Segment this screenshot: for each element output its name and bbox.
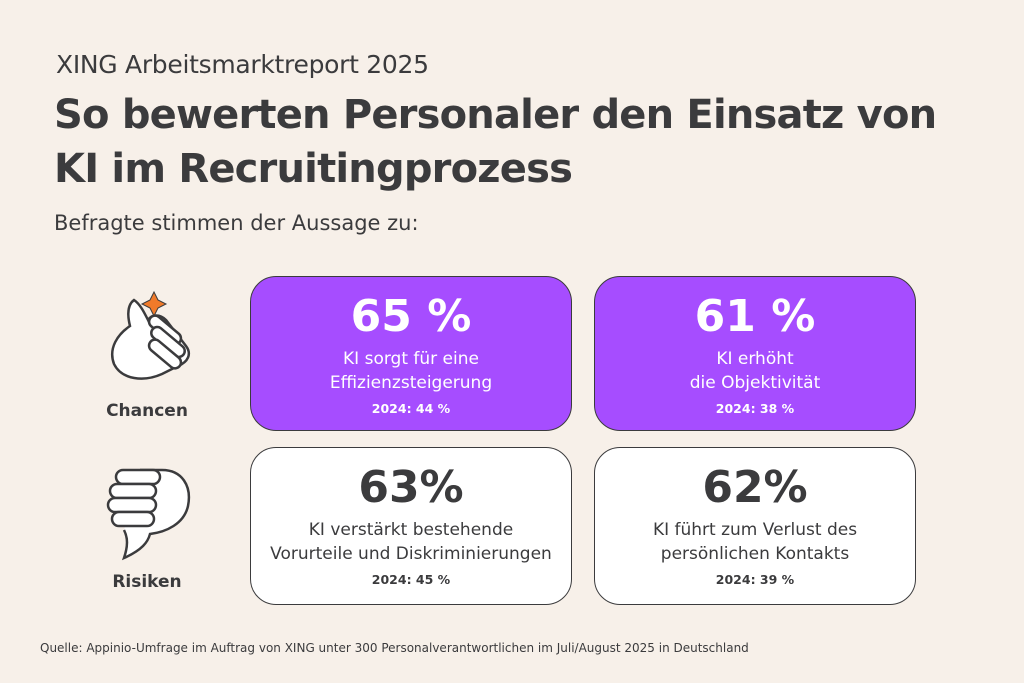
stat-card-bias: 63% KI verstärkt bestehende Vorurteile un…: [250, 447, 572, 605]
stat-percent: 65 %: [350, 291, 472, 342]
stat-percent: 61 %: [694, 291, 816, 342]
stat-card-personal-contact: 62% KI führt zum Verlust des persönlichen…: [594, 447, 916, 605]
stat-text: KI erhöht: [716, 349, 794, 369]
stat-text: KI sorgt für eine: [343, 349, 479, 369]
stat-text: Vorurteile und Diskriminierungen: [270, 544, 552, 564]
thumbs-down-icon: [106, 468, 191, 561]
row-label-risiken: Risiken: [112, 572, 182, 592]
stat-text: KI führt zum Verlust des: [652, 520, 858, 540]
headline-line-2: KI im Recruitingprozess: [54, 146, 573, 192]
stat-percent: 63%: [358, 462, 464, 513]
report-title: XING Arbeitsmarktreport 2025: [56, 50, 429, 79]
stat-percent: 62%: [702, 462, 808, 513]
stat-card-objectivity: 61 % KI erhöht die Objektivität 2024: 38 …: [594, 276, 916, 431]
source-note: Quelle: Appinio-Umfrage im Auftrag von X…: [40, 641, 749, 655]
stat-card-efficiency: 65 % KI sorgt für eine Effizienzsteigerun…: [250, 276, 572, 431]
row-label-chancen: Chancen: [106, 401, 188, 421]
stat-text: die Objektivität: [689, 373, 821, 393]
stat-text: Effizienzsteigerung: [329, 373, 493, 393]
stat-text: persönlichen Kontakts: [660, 544, 850, 564]
headline-line-1: So bewerten Personaler den Einsatz von: [54, 92, 937, 138]
stat-previous-year: 2024: 39 %: [715, 572, 795, 587]
stat-previous-year: 2024: 44 %: [371, 401, 451, 416]
intro-text: Befragte stimmen der Aussage zu:: [54, 211, 419, 235]
thumbs-up-icon: [111, 290, 190, 380]
stat-text: KI verstärkt bestehende: [308, 520, 514, 540]
stat-previous-year: 2024: 45 %: [371, 572, 451, 587]
headline: So bewerten Personaler den Einsatz von K…: [54, 88, 937, 196]
stat-previous-year: 2024: 38 %: [715, 401, 795, 416]
